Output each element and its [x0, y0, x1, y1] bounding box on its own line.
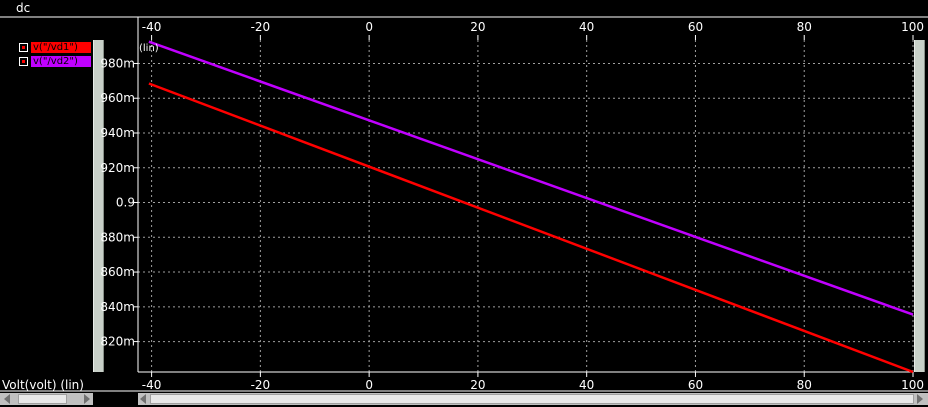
series-line	[148, 40, 914, 316]
x-tick-label-bottom: 100	[901, 378, 924, 392]
y-tick-label: 960m	[100, 91, 135, 105]
legend-item-vd1[interactable]: v("/vd1")	[19, 42, 91, 53]
y-tick-label: 940m	[100, 126, 135, 140]
chart-hscrollbar[interactable]	[138, 393, 928, 405]
x-tick-label-top: 100	[901, 20, 924, 34]
legend-marker-icon	[19, 57, 28, 66]
y-tick-label: 920m	[100, 161, 135, 175]
legend-label-vd2: v("/vd2")	[31, 56, 91, 67]
x-tick-label-bottom: 60	[688, 378, 703, 392]
y-tick-label: 880m	[100, 230, 135, 244]
scroll-right-arrow-icon[interactable]	[917, 394, 923, 404]
x-tick-label-bottom: 20	[470, 378, 485, 392]
legend-item-vd2[interactable]: v("/vd2")	[19, 56, 91, 67]
y-tick-label: 840m	[100, 300, 135, 314]
x-tick-labels-top: -40 -20 0 20 40 60 80 100	[142, 20, 924, 34]
vertical-scrollbar[interactable]	[914, 40, 925, 372]
x-tick-label-top: 0	[365, 20, 373, 34]
scroll-right-arrow-icon[interactable]	[84, 394, 90, 404]
plot-frame	[0, 16, 928, 392]
legend-label-vd1: v("/vd1")	[31, 42, 91, 53]
scroll-left-arrow-icon[interactable]	[140, 394, 146, 404]
x-tick-label-bottom: -40	[142, 378, 162, 392]
x-tick-label-top: 60	[688, 20, 703, 34]
legend-scrollbar[interactable]	[93, 40, 104, 372]
y-scale-tag: (lin)	[139, 43, 159, 54]
window-title: dc	[16, 1, 31, 15]
y-tick-label: 980m	[100, 56, 135, 70]
grid-lines	[134, 35, 914, 377]
scroll-left-arrow-icon[interactable]	[4, 394, 10, 404]
series-lines	[148, 40, 914, 374]
legend-hscroll-thumb[interactable]	[18, 394, 67, 404]
y-tick-label: 820m	[100, 335, 135, 349]
x-tick-label-top: 40	[579, 20, 594, 34]
x-tick-label-top: 80	[797, 20, 812, 34]
legend-panel: v("/vd1") v("/vd2")	[0, 38, 92, 372]
x-tick-labels-bottom: -40 -20 0 20 40 60 80 100	[142, 378, 924, 392]
y-tick-labels: 820m 840m 860m 880m 0.9 920m 940m 960m 980m	[100, 56, 135, 348]
x-tick-label-top: -20	[251, 20, 271, 34]
x-tick-label-top: 20	[470, 20, 485, 34]
x-tick-label-top: -40	[142, 20, 162, 34]
x-axis-label: Volt(volt) (lin)	[2, 378, 84, 392]
y-tick-label: 0.9	[116, 196, 135, 210]
x-tick-label-bottom: 0	[365, 378, 373, 392]
legend-marker-icon	[19, 43, 28, 52]
chart-hscroll-thumb[interactable]	[150, 394, 914, 404]
legend-hscrollbar[interactable]	[0, 393, 93, 405]
x-tick-label-bottom: -20	[251, 378, 271, 392]
x-tick-label-bottom: 40	[579, 378, 594, 392]
series-line	[148, 82, 914, 374]
x-tick-label-bottom: 80	[797, 378, 812, 392]
y-tick-label: 860m	[100, 265, 135, 279]
